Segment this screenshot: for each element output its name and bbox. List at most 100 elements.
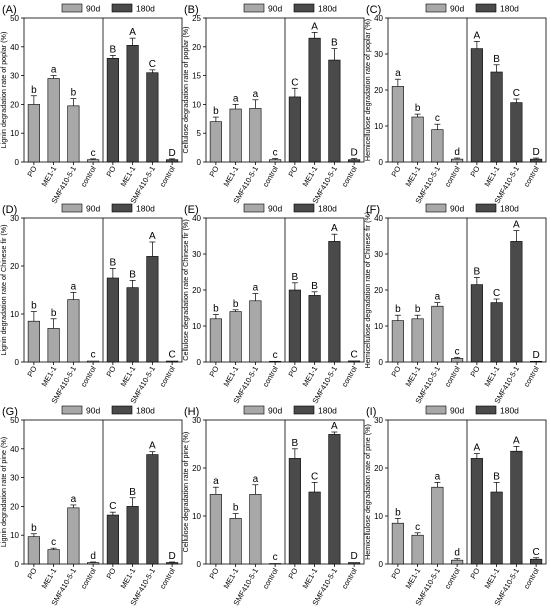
chart-panel-h: (H) 90d 180d Cellulose degradation rate of …: [181, 406, 365, 607]
x-tick-label: PO: [286, 566, 299, 580]
panel-label: (E): [184, 204, 199, 216]
y-tick-label: 0: [197, 158, 202, 167]
x-tick-label: PO: [25, 566, 38, 580]
y-tick-label: 15: [192, 72, 201, 81]
x-tick-label: control: [261, 566, 280, 590]
y-tick-label: 10: [192, 100, 201, 109]
x-tick-label: PO: [286, 164, 299, 178]
y-tick-label: 20: [192, 43, 201, 52]
y-axis-label: Cellulose degradation rate of poplar (%): [181, 26, 190, 153]
bar-180d-SMF410-5-1: [328, 434, 341, 565]
legend-label-180d: 180d: [500, 204, 519, 214]
significance-letter: b: [31, 523, 37, 534]
significance-letter: B: [292, 438, 299, 449]
significance-letter: A: [129, 27, 136, 38]
significance-letter: A: [311, 21, 318, 32]
significance-letter: B: [129, 269, 136, 280]
x-tick-label: PO: [207, 164, 220, 178]
x-tick-label: control: [340, 164, 359, 188]
y-tick-label: 20: [10, 502, 19, 511]
significance-letter: C: [109, 501, 116, 512]
significance-letter: C: [493, 288, 500, 299]
x-tick-label: control: [340, 364, 359, 388]
bar-90d-SMF410-5-1: [67, 105, 80, 163]
legend-swatch-90d: [425, 203, 447, 213]
x-tick-label: ME1-1: [301, 165, 320, 189]
x-tick-label: ME1-1: [404, 165, 423, 189]
x-tick-label: ME1-1: [119, 567, 138, 591]
bar-180d-PO: [470, 48, 483, 163]
legend-label-180d: 180d: [500, 406, 519, 416]
legend-swatch-90d: [61, 3, 83, 13]
x-tick-label: PO: [25, 364, 38, 378]
x-tick-label: PO: [104, 164, 117, 178]
legend-label-180d: 180d: [318, 4, 337, 14]
panel-label: (A): [2, 4, 17, 16]
bar-90d-ME1-1: [47, 78, 60, 163]
legend-swatch-90d: [61, 203, 83, 213]
significance-letter: A: [149, 231, 156, 242]
chart-panel-f: (F) 90d 180d Hemicellulose degradation rate…: [363, 203, 547, 405]
bar-90d-PO: [27, 104, 40, 163]
x-tick-label: PO: [389, 164, 402, 178]
y-tick-label: 30: [374, 416, 383, 425]
y-axis-label: Lignin degradation rate of poplar (%): [0, 32, 8, 149]
y-tick-label: 10: [10, 129, 19, 138]
legend-label-180d: 180d: [136, 406, 155, 416]
bar-180d-PO: [288, 96, 301, 163]
legend-label-90d: 90d: [86, 4, 100, 14]
x-tick-label: control: [443, 164, 462, 188]
bar-180d-control: [348, 159, 361, 163]
x-tick-label: PO: [286, 364, 299, 378]
panel-label: (G): [2, 406, 18, 418]
legend-swatch-180d: [293, 203, 315, 213]
legend-label-90d: 90d: [450, 4, 464, 14]
significance-letter: b: [395, 304, 401, 315]
y-tick-label: 40: [192, 214, 201, 223]
bar-180d-control: [530, 558, 543, 565]
significance-letter: b: [233, 503, 239, 514]
x-tick-label: control: [443, 364, 462, 388]
significance-letter: A: [331, 223, 338, 234]
y-tick-label: 0: [379, 158, 384, 167]
significance-letter: B: [110, 44, 117, 55]
significance-letter: b: [31, 85, 37, 96]
significance-letter: b: [213, 106, 219, 117]
significance-letter: b: [415, 304, 421, 315]
legend: 90d 180d: [61, 406, 155, 416]
significance-letter: B: [331, 38, 338, 49]
bar-90d-PO: [391, 320, 404, 363]
y-tick-label: 30: [192, 250, 201, 259]
y-axis-label: Lignin degradation rate of pine (%): [0, 437, 8, 547]
legend-label-180d: 180d: [318, 406, 337, 416]
y-tick-label: 0: [15, 158, 20, 167]
bar-90d-ME1-1: [229, 311, 242, 363]
legend-swatch-90d: [425, 405, 447, 415]
y-tick-label: 40: [10, 43, 19, 52]
significance-letter: A: [149, 441, 156, 452]
bar-90d-control: [451, 158, 464, 163]
y-tick-label: 0: [379, 560, 384, 569]
significance-letter: C: [513, 88, 520, 99]
x-tick-label: control: [79, 364, 98, 388]
y-tick-label: 20: [374, 464, 383, 473]
bar-90d-PO: [391, 86, 404, 163]
bar-90d-PO: [209, 121, 222, 163]
bar-90d-ME1-1: [47, 328, 60, 363]
legend-label-90d: 90d: [268, 4, 282, 14]
legend-label-90d: 90d: [86, 204, 100, 214]
bar-180d-PO: [470, 458, 483, 565]
y-tick-label: 30: [10, 214, 19, 223]
legend: 90d 180d: [243, 406, 337, 416]
x-tick-label: control: [158, 566, 177, 590]
bar-180d-SMF410-5-1: [328, 241, 341, 363]
significance-letter: b: [51, 308, 57, 319]
legend-swatch-90d: [425, 3, 447, 13]
chart-panel-c: (C) 90d 180d Hemicellulose degradation rate…: [363, 3, 547, 205]
x-tick-label: PO: [468, 164, 481, 178]
y-tick-label: 40: [10, 445, 19, 454]
bar-180d-PO: [288, 458, 301, 565]
significance-letter: a: [233, 93, 239, 104]
bar-180d-SMF410-5-1: [328, 59, 341, 163]
chart-panel-d: (D) 90d 180d Lignin degradation rate of Chi…: [0, 203, 183, 405]
